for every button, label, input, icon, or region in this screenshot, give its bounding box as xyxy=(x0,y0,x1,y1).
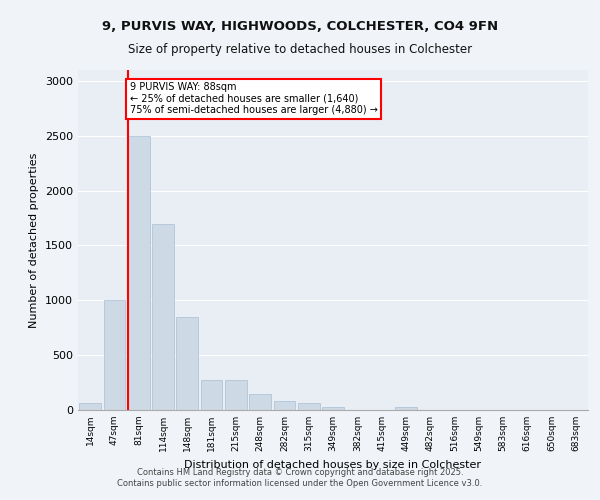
Text: Contains HM Land Registry data © Crown copyright and database right 2025.
Contai: Contains HM Land Registry data © Crown c… xyxy=(118,468,482,487)
Bar xyxy=(322,406,344,410)
Bar xyxy=(225,380,247,410)
Bar xyxy=(200,380,223,410)
Text: 9 PURVIS WAY: 88sqm
← 25% of detached houses are smaller (1,640)
75% of semi-det: 9 PURVIS WAY: 88sqm ← 25% of detached ho… xyxy=(130,82,377,116)
Text: Size of property relative to detached houses in Colchester: Size of property relative to detached ho… xyxy=(128,42,472,56)
Bar xyxy=(249,394,271,410)
Y-axis label: Number of detached properties: Number of detached properties xyxy=(29,152,40,328)
Bar xyxy=(128,136,149,410)
Bar xyxy=(274,401,295,410)
Bar xyxy=(152,224,174,410)
Bar xyxy=(104,300,125,410)
X-axis label: Distribution of detached houses by size in Colchester: Distribution of detached houses by size … xyxy=(185,460,482,469)
Bar xyxy=(395,406,417,410)
Text: 9, PURVIS WAY, HIGHWOODS, COLCHESTER, CO4 9FN: 9, PURVIS WAY, HIGHWOODS, COLCHESTER, CO… xyxy=(102,20,498,33)
Bar xyxy=(176,317,198,410)
Bar xyxy=(298,404,320,410)
Bar xyxy=(79,404,101,410)
